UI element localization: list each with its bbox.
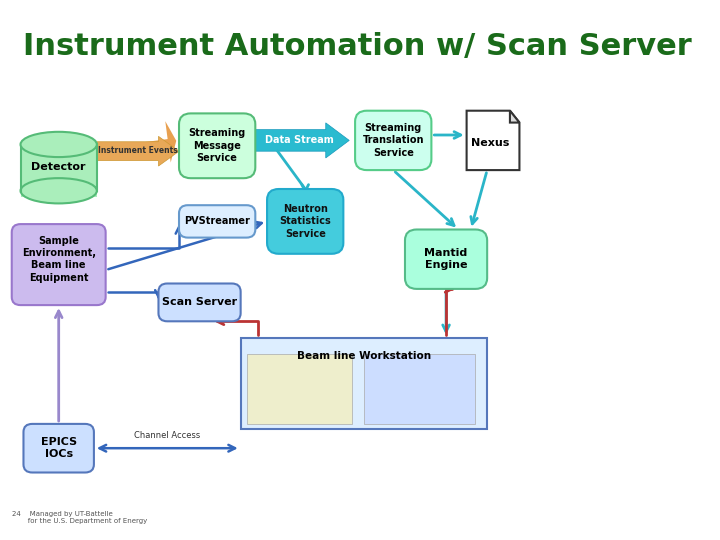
- FancyArrow shape: [97, 137, 179, 166]
- FancyBboxPatch shape: [267, 189, 343, 254]
- Text: Instrument Events: Instrument Events: [98, 146, 178, 155]
- Text: Beam line Workstation: Beam line Workstation: [297, 351, 431, 361]
- FancyBboxPatch shape: [179, 205, 256, 238]
- Polygon shape: [467, 111, 519, 170]
- Text: PVStreamer: PVStreamer: [184, 217, 250, 226]
- Ellipse shape: [21, 178, 97, 204]
- FancyBboxPatch shape: [246, 354, 352, 424]
- FancyBboxPatch shape: [179, 113, 256, 178]
- Text: Mantid
Engine: Mantid Engine: [425, 248, 468, 271]
- FancyBboxPatch shape: [12, 224, 106, 305]
- FancyBboxPatch shape: [405, 230, 487, 289]
- Text: Streaming
Message
Service: Streaming Message Service: [189, 129, 246, 163]
- Polygon shape: [510, 111, 519, 123]
- FancyBboxPatch shape: [24, 424, 94, 472]
- Text: Data Stream: Data Stream: [265, 135, 333, 145]
- Text: EPICS
IOCs: EPICS IOCs: [40, 437, 77, 460]
- Text: Streaming
Translation
Service: Streaming Translation Service: [362, 123, 424, 158]
- Text: Neutron
Statistics
Service: Neutron Statistics Service: [279, 204, 331, 239]
- FancyBboxPatch shape: [240, 338, 487, 429]
- Text: Channel Access: Channel Access: [134, 431, 200, 440]
- Ellipse shape: [21, 132, 97, 157]
- FancyBboxPatch shape: [158, 284, 240, 321]
- Text: Scan Server: Scan Server: [162, 298, 237, 307]
- Text: Sample
Environment,
Beam line
Equipment: Sample Environment, Beam line Equipment: [22, 235, 96, 283]
- FancyBboxPatch shape: [355, 111, 431, 170]
- FancyBboxPatch shape: [364, 354, 475, 424]
- Text: 24    Managed by UT-Battelle
       for the U.S. Department of Energy: 24 Managed by UT-Battelle for the U.S. D…: [12, 511, 147, 524]
- Text: Instrument Automation w/ Scan Server: Instrument Automation w/ Scan Server: [24, 32, 692, 62]
- FancyBboxPatch shape: [21, 144, 97, 197]
- Text: Detector: Detector: [32, 163, 86, 172]
- Text: Nexus: Nexus: [471, 138, 509, 148]
- FancyArrow shape: [256, 123, 349, 158]
